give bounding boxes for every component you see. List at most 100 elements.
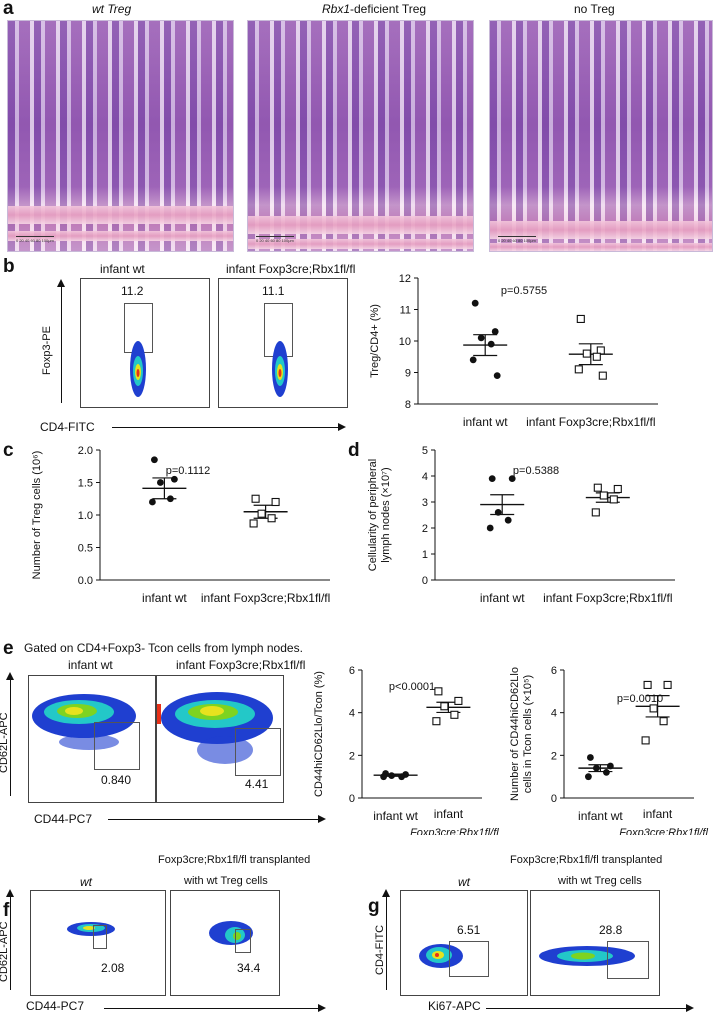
arrow-head: [318, 815, 326, 823]
data-point: [434, 687, 443, 696]
y-tick-label: 1: [422, 549, 428, 561]
data-point: [593, 483, 602, 492]
flow-x-axis-title: CD4-FITC: [40, 420, 95, 434]
panel-f-header: Foxp3cre;Rbx1fl/fl transplanted: [158, 854, 311, 866]
p-value: p=0.5755: [501, 285, 547, 297]
x-category-label: infant: [643, 807, 673, 821]
histology-image-no-treg: 0 20 40 60 80 100μm: [489, 20, 713, 252]
data-point: [432, 717, 441, 726]
x-category-label: infant wt: [578, 809, 623, 823]
data-point: [171, 475, 178, 483]
y-axis-label: cells in Tcon cells (×10⁵): [522, 675, 534, 793]
panel-a-title-1: wt Treg: [92, 2, 132, 16]
panel-f-title-1: wt: [80, 875, 92, 889]
y-tick-label: 1.5: [78, 478, 93, 490]
flow-plot-e-rbx1: 4.41: [156, 675, 284, 803]
data-point: [450, 710, 459, 719]
data-point: [388, 772, 395, 779]
y-tick-label: 3: [422, 497, 428, 509]
data-point: [251, 494, 260, 503]
data-point: [151, 456, 158, 464]
data-point: [380, 773, 387, 781]
data-point: [257, 509, 266, 518]
flow-cloud: [130, 341, 146, 397]
y-axis-arrow: [10, 678, 11, 796]
y-tick-label: 0: [422, 575, 428, 587]
x-axis-arrow: [108, 819, 320, 820]
data-point: [613, 484, 622, 494]
y-tick-label: 11: [400, 305, 411, 317]
y-tick-label: 4: [422, 471, 428, 483]
panel-g-header: Foxp3cre;Rbx1fl/fl transplanted: [510, 854, 663, 866]
data-point: [592, 352, 601, 361]
flow-y-axis-title: CD62L-APC: [0, 712, 10, 773]
panel-b-label: b: [3, 256, 15, 277]
data-point: [486, 524, 494, 532]
data-point: [491, 328, 499, 335]
data-point: [585, 773, 592, 781]
arrow-head: [686, 1004, 694, 1012]
flow-cloud: [419, 944, 463, 968]
flow-plot-b-wt: 11.2: [80, 278, 210, 408]
gate-value: 28.8: [599, 923, 623, 937]
data-point: [440, 702, 449, 711]
flow-y-axis-title: CD62L-APC: [0, 921, 10, 982]
flow-plot-b-rbx1: 11.1: [218, 278, 348, 408]
flow-plot-g-transplanted: 28.8: [530, 890, 660, 996]
gate-value: 34.4: [237, 961, 261, 975]
data-point: [494, 509, 502, 516]
data-point: [267, 514, 276, 523]
x-category-label: infant Foxp3cre;Rbx1fl/fl: [543, 591, 672, 605]
flow-gate: [235, 728, 281, 776]
x-category-label: infant Foxp3cre;Rbx1fl/fl: [526, 415, 655, 429]
panel-a-label: a: [3, 0, 14, 19]
y-tick-label: 0.5: [78, 543, 93, 555]
x-category-label: infant wt: [463, 415, 508, 429]
gate-value: 2.08: [101, 961, 125, 975]
panel-e-header: Gated on CD4+Foxp3- Tcon cells from lymp…: [24, 641, 303, 655]
flow-y-axis-title: CD4-FITC: [374, 924, 386, 975]
data-point: [641, 736, 650, 745]
y-axis-label: CD44hiCD62Llo/Tcon (%): [313, 671, 325, 797]
data-point: [582, 349, 591, 358]
data-point: [149, 498, 156, 506]
data-point: [477, 334, 485, 342]
arrow-head: [57, 279, 65, 287]
y-tick-label: 4: [551, 708, 557, 720]
chart-e2: 0 2 4 6 Number of CD44hiCD62Llo cells in Tcon…: [509, 665, 708, 835]
y-tick-label: 6: [349, 665, 355, 677]
arrow-head: [382, 889, 390, 897]
y-tick-label: 6: [551, 665, 557, 677]
scale-bar: 0 20 40 60 80 100μm: [498, 236, 536, 243]
p-value: p=0.0010: [617, 693, 663, 705]
gate-value: 11.1: [262, 284, 285, 298]
y-axis-label: Number of Treg cells (10⁶): [31, 451, 43, 580]
gate-value: 11.2: [121, 284, 144, 298]
flow-cloud: [32, 694, 136, 750]
data-point: [471, 299, 479, 307]
chart-e1: 0 2 4 6 CD44hiCD62Llo/Tcon (%) infant wt infan…: [313, 665, 499, 835]
flow-x-axis-title: Ki67-APC: [428, 999, 481, 1013]
data-point: [493, 372, 501, 380]
chart-c: 0.0 0.5 1.0 1.5 2.0 Number of Treg cells (10⁶…: [31, 445, 330, 605]
y-tick-label: 2: [551, 750, 557, 762]
y-tick-label: 2: [422, 523, 428, 535]
x-axis-arrow: [104, 1008, 320, 1009]
y-tick-label: 1.0: [78, 510, 93, 522]
flow-cloud: [539, 946, 635, 966]
panel-g-title-2: with wt Treg cells: [558, 875, 642, 887]
data-point: [593, 764, 600, 772]
panel-f-label: f: [3, 900, 10, 921]
data-point: [649, 704, 658, 713]
flow-cloud: [157, 692, 273, 764]
chart-b: 8 9 10 11 12 Treg/CD4+ (%) infant wt infant Fox…: [369, 273, 658, 429]
p-value: p<0.0001: [389, 681, 435, 693]
data-point: [609, 495, 618, 504]
flow-x-axis-title: CD44-PC7: [34, 812, 93, 826]
y-axis-label: Number of CD44hiCD62Llo: [509, 667, 521, 801]
y-tick-label: 12: [399, 273, 411, 285]
y-tick-label: 5: [422, 445, 428, 457]
scale-bar: 0 20 40 60 80 100μm: [16, 236, 54, 243]
data-point: [663, 680, 672, 689]
gate-value: 0.840: [101, 773, 132, 787]
